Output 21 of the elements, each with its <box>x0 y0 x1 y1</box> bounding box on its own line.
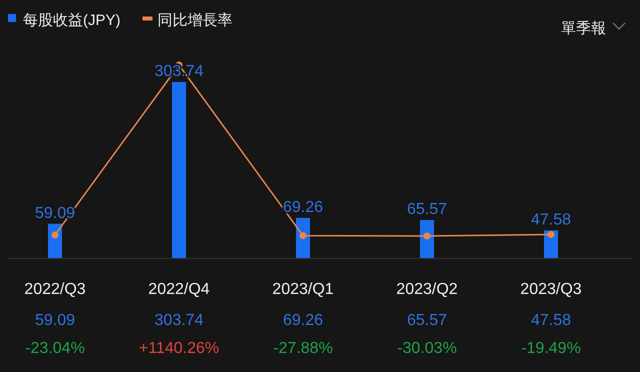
legend-label: 同比增長率 <box>158 12 232 29</box>
text: 單季報 <box>561 20 606 37</box>
x-tick-label: 2022/Q3 <box>24 281 86 298</box>
x-tick-label: 2023/Q2 <box>396 281 458 298</box>
data-label: 47.58 <box>530 312 572 329</box>
data-label: 303.74 <box>154 312 204 329</box>
legend-label: 每股收益(JPY) <box>23 12 121 29</box>
data-label: 69.26 <box>282 312 324 329</box>
data-label: -23.04% <box>25 340 85 357</box>
text: 47.58 <box>530 211 572 228</box>
text: 69.26 <box>282 198 324 216</box>
x-tick-label: 2023/Q1 <box>272 281 334 298</box>
data-label: -19.49% <box>521 340 581 357</box>
text: 65.57 <box>406 201 448 218</box>
x-tick-label: 2023/Q3 <box>520 281 582 298</box>
data-label: +1140.26% <box>138 340 220 357</box>
data-label: 59.09 <box>34 312 76 329</box>
data-label: -30.03% <box>397 340 457 357</box>
data-label: -27.88% <box>273 340 333 357</box>
data-label: 65.57 <box>406 312 448 329</box>
x-tick-label: 2022/Q4 <box>148 281 210 298</box>
